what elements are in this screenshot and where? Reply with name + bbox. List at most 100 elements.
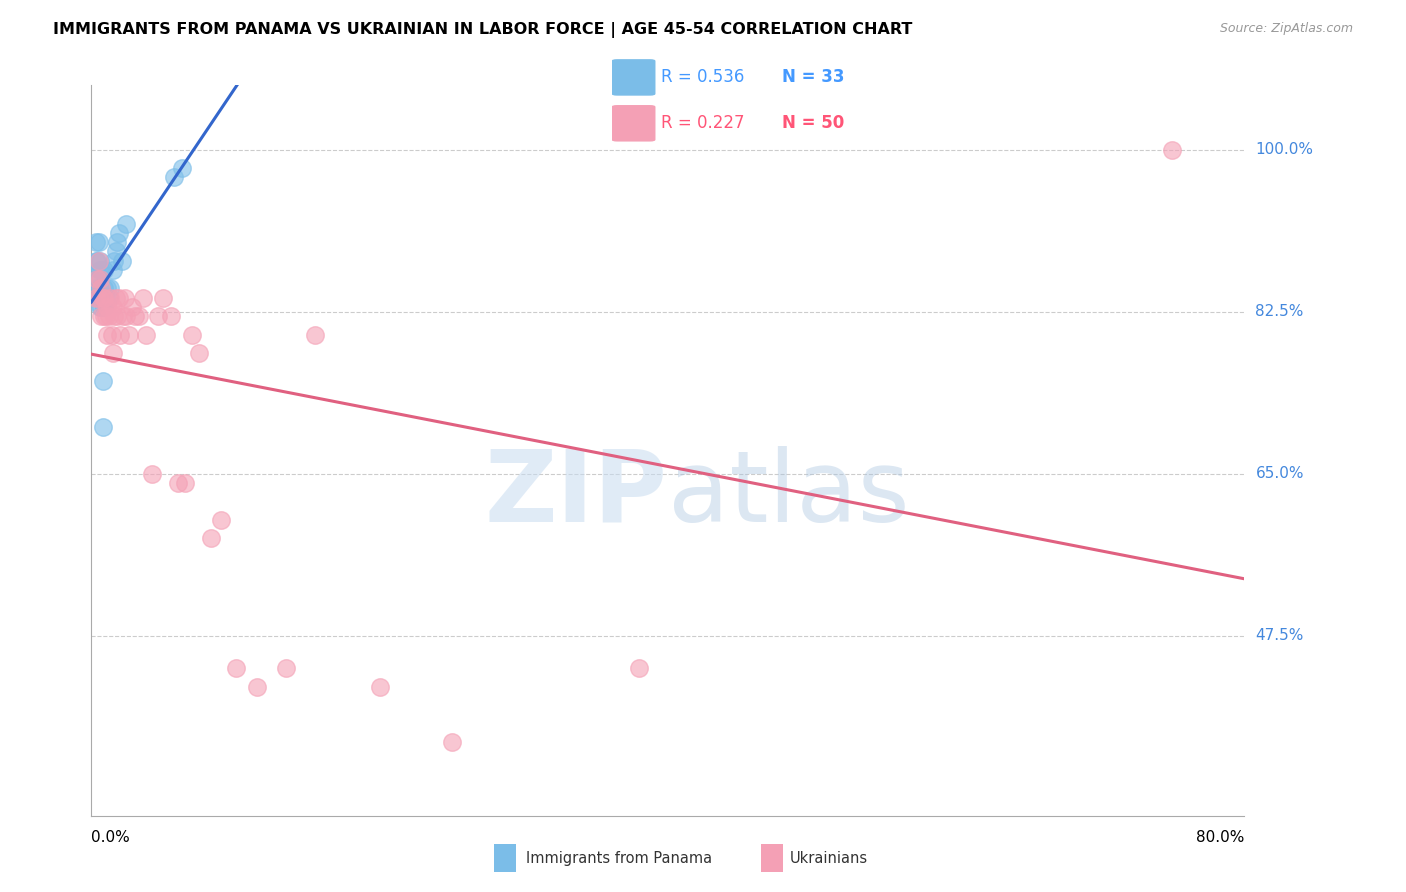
- Point: [90, 281, 112, 295]
- Point: [101, 346, 124, 360]
- Point: [86, 253, 108, 268]
- Point: [89, 300, 111, 314]
- Point: [87, 235, 110, 249]
- Point: [103, 309, 125, 323]
- Point: [115, 309, 138, 323]
- Point: [94, 291, 117, 305]
- Point: [101, 263, 124, 277]
- Point: [96, 300, 118, 314]
- Point: [166, 475, 188, 490]
- Point: [103, 253, 125, 268]
- Text: 47.5%: 47.5%: [1256, 628, 1303, 643]
- Point: [105, 235, 128, 249]
- Point: [90, 281, 112, 295]
- Point: [91, 420, 114, 434]
- Point: [87, 291, 110, 305]
- Point: [188, 346, 211, 360]
- Point: [1161, 143, 1184, 157]
- Point: [115, 217, 138, 231]
- Point: [89, 253, 111, 268]
- Text: 65.0%: 65.0%: [1256, 467, 1303, 481]
- Point: [84, 291, 107, 305]
- Point: [93, 291, 115, 305]
- Text: 100.0%: 100.0%: [1256, 142, 1313, 157]
- Point: [87, 291, 110, 305]
- Point: [152, 291, 174, 305]
- Point: [159, 309, 181, 323]
- Point: [90, 309, 112, 323]
- Point: [98, 281, 121, 295]
- Point: [90, 263, 112, 277]
- Point: [93, 309, 115, 323]
- Point: [368, 680, 391, 694]
- Point: [440, 735, 463, 749]
- Point: [93, 263, 115, 277]
- Point: [118, 327, 141, 342]
- Point: [89, 272, 111, 286]
- Text: N = 33: N = 33: [782, 69, 844, 87]
- Point: [93, 300, 115, 314]
- Text: ZIP: ZIP: [485, 446, 668, 543]
- Point: [84, 235, 107, 249]
- Point: [93, 281, 115, 295]
- Point: [146, 309, 169, 323]
- Text: R = 0.536: R = 0.536: [661, 69, 744, 87]
- Point: [110, 327, 132, 342]
- FancyBboxPatch shape: [612, 59, 655, 95]
- Point: [84, 253, 107, 268]
- Point: [200, 532, 222, 546]
- Text: R = 0.227: R = 0.227: [661, 114, 744, 132]
- Point: [86, 281, 108, 295]
- Point: [304, 327, 326, 342]
- Point: [104, 244, 127, 259]
- FancyBboxPatch shape: [612, 105, 655, 142]
- Text: IMMIGRANTS FROM PANAMA VS UKRAINIAN IN LABOR FORCE | AGE 45-54 CORRELATION CHART: IMMIGRANTS FROM PANAMA VS UKRAINIAN IN L…: [53, 22, 912, 38]
- Point: [124, 309, 146, 323]
- Text: 82.5%: 82.5%: [1256, 304, 1303, 319]
- Point: [209, 513, 232, 527]
- Point: [89, 281, 111, 295]
- Point: [97, 309, 120, 323]
- Point: [174, 475, 197, 490]
- Point: [141, 467, 163, 481]
- Point: [105, 309, 128, 323]
- Point: [128, 309, 150, 323]
- Text: Source: ZipAtlas.com: Source: ZipAtlas.com: [1219, 22, 1353, 36]
- Point: [86, 272, 108, 286]
- Point: [246, 680, 269, 694]
- Text: Immigrants from Panama: Immigrants from Panama: [526, 851, 711, 865]
- Point: [627, 661, 650, 675]
- Point: [87, 272, 110, 286]
- Text: 80.0%: 80.0%: [1197, 830, 1244, 845]
- Point: [96, 327, 118, 342]
- Text: 0.0%: 0.0%: [91, 830, 131, 845]
- Point: [91, 291, 114, 305]
- Text: Ukrainians: Ukrainians: [790, 851, 869, 865]
- Point: [84, 272, 107, 286]
- Point: [94, 309, 117, 323]
- Point: [121, 300, 143, 314]
- Point: [112, 309, 135, 323]
- Point: [114, 291, 136, 305]
- Point: [98, 291, 121, 305]
- Point: [97, 291, 120, 305]
- Point: [96, 281, 118, 295]
- Point: [91, 374, 114, 388]
- Point: [90, 300, 112, 314]
- Point: [107, 226, 129, 240]
- Point: [135, 327, 157, 342]
- Point: [181, 327, 204, 342]
- Point: [172, 161, 194, 175]
- Text: atlas: atlas: [668, 446, 910, 543]
- Point: [132, 291, 155, 305]
- Point: [101, 300, 124, 314]
- Point: [225, 661, 247, 675]
- Point: [87, 253, 110, 268]
- Point: [104, 291, 127, 305]
- Point: [107, 291, 129, 305]
- Text: N = 50: N = 50: [782, 114, 844, 132]
- Point: [100, 327, 122, 342]
- Point: [89, 263, 111, 277]
- Point: [111, 253, 134, 268]
- Point: [274, 661, 297, 675]
